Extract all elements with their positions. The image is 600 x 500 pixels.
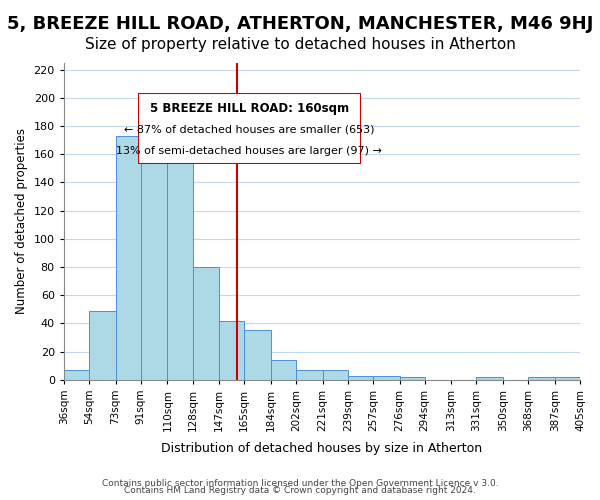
Text: 5, BREEZE HILL ROAD, ATHERTON, MANCHESTER, M46 9HJ: 5, BREEZE HILL ROAD, ATHERTON, MANCHESTE… [7, 15, 593, 33]
Text: ← 87% of detached houses are smaller (653): ← 87% of detached houses are smaller (65… [124, 125, 374, 135]
Bar [64, 370, 89, 380]
Bar [373, 376, 400, 380]
Y-axis label: Number of detached properties: Number of detached properties [15, 128, 28, 314]
Bar [193, 267, 219, 380]
Text: Size of property relative to detached houses in Atherton: Size of property relative to detached ho… [85, 38, 515, 52]
Bar [167, 156, 193, 380]
Text: Contains public sector information licensed under the Open Government Licence v : Contains public sector information licen… [101, 478, 499, 488]
Bar [323, 370, 348, 380]
Bar [528, 377, 555, 380]
Text: 5 BREEZE HILL ROAD: 160sqm: 5 BREEZE HILL ROAD: 160sqm [150, 102, 349, 115]
X-axis label: Distribution of detached houses by size in Atherton: Distribution of detached houses by size … [161, 442, 482, 455]
Bar [400, 377, 425, 380]
Bar [271, 360, 296, 380]
Bar [348, 376, 373, 380]
Bar [296, 370, 323, 380]
FancyBboxPatch shape [138, 92, 361, 164]
Text: Contains HM Land Registry data © Crown copyright and database right 2024.: Contains HM Land Registry data © Crown c… [124, 486, 476, 495]
Bar [141, 152, 167, 380]
Bar [89, 310, 116, 380]
Bar [116, 136, 141, 380]
Text: 13% of semi-detached houses are larger (97) →: 13% of semi-detached houses are larger (… [116, 146, 382, 156]
Bar [476, 377, 503, 380]
Bar [244, 330, 271, 380]
Bar [555, 377, 580, 380]
Bar [219, 320, 244, 380]
